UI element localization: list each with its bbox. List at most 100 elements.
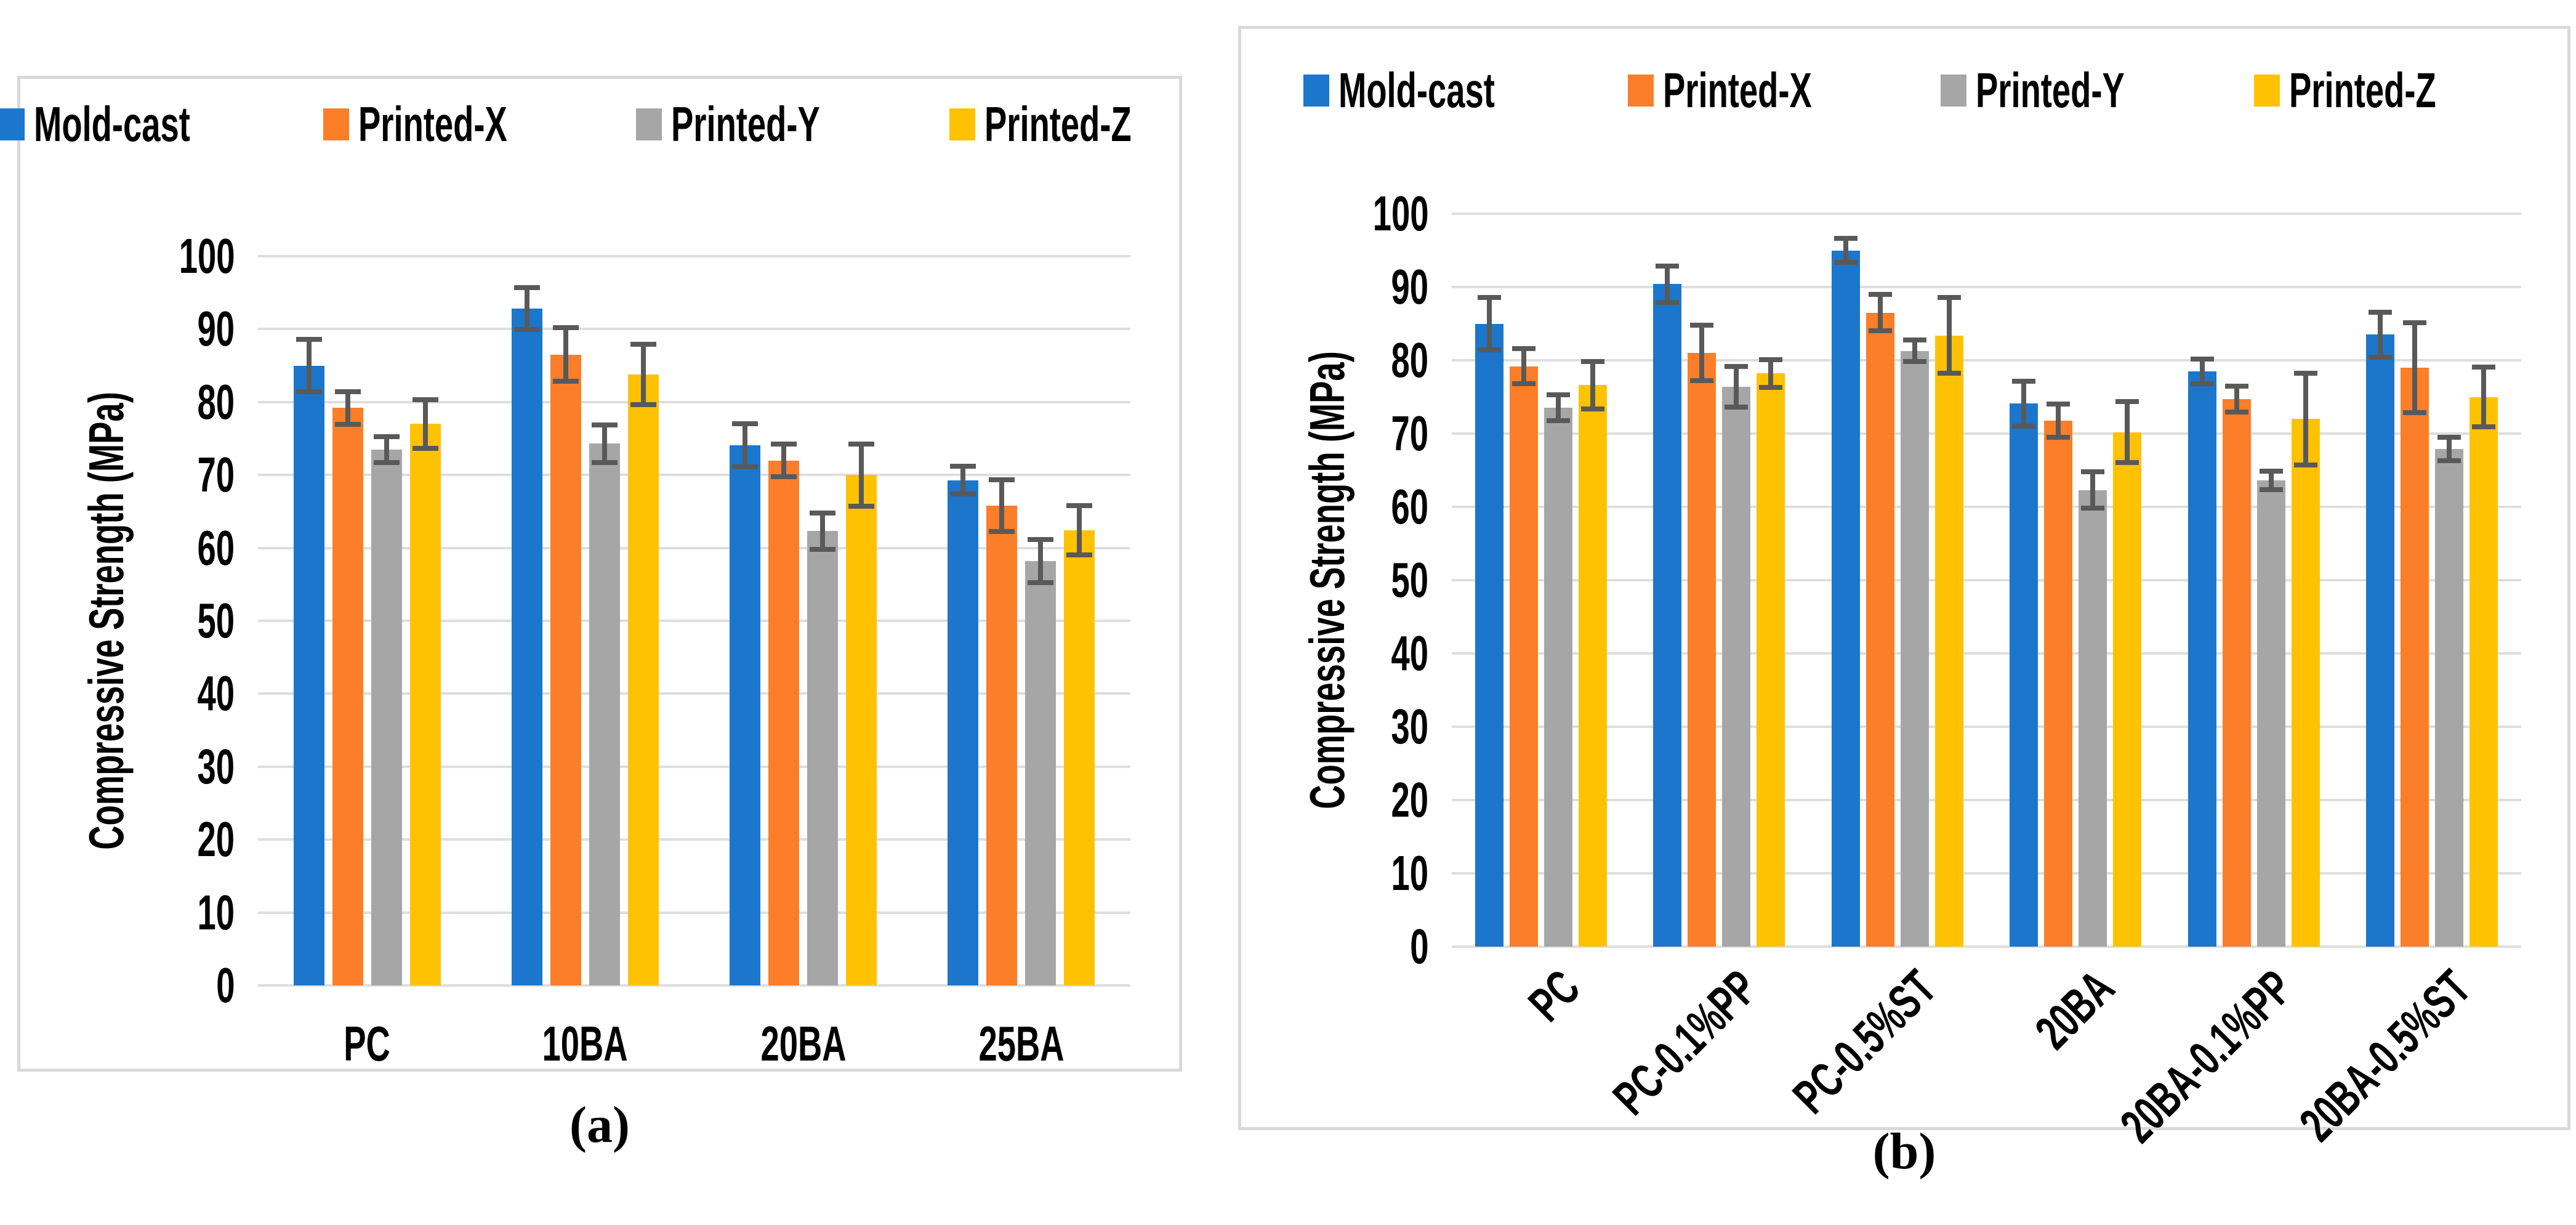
legend-item-printed-y: Printed-Y [1941,66,2195,115]
error-bar-line [1768,357,1774,390]
gridline [258,400,1130,403]
bar-printed-z [846,475,877,985]
y-tick-text: 40 [197,666,235,721]
bar-mold-cast [948,480,979,985]
gridline [258,911,1130,914]
gridline [258,765,1130,768]
error-bar [1477,295,1501,352]
y-tick-label: 80 [1374,336,1428,385]
gridline [258,328,1130,331]
bar-mold-cast [511,309,542,985]
gridline [258,255,1130,257]
bar-group-25ba [912,256,1130,985]
bar-printed-y [807,531,839,985]
error-bar [552,325,579,384]
error-bar-line [640,341,646,408]
x-tick-text: 20BA-0.5%ST [2289,960,2481,1152]
bar-printed-x [2401,367,2429,947]
bar-printed-y [2435,449,2464,947]
caption-b-text: (b) [1872,1123,1936,1180]
bar-slot [2256,214,2285,947]
bar-group-20ba-0.1%pp [2165,214,2343,947]
figure-canvas: Mold-cast Printed-X Printed-Y Printed-Z Com… [0,26,2570,1178]
bar-slot [1757,214,1785,947]
error-bar-line [2303,370,2308,467]
legend-label: Mold-cast [1338,66,1568,115]
bar-slot [807,256,839,985]
error-bar [771,441,797,480]
caption-a-text: (a) [570,1096,630,1154]
bar-slot [2188,214,2216,947]
error-bar [1066,503,1093,557]
error-bar [1759,357,1783,390]
gridline [1452,726,2521,728]
y-tick-text: 80 [197,374,235,429]
y-tick-text: 90 [1391,259,1428,314]
y-tick-label: 100 [153,232,235,281]
bar-printed-x [2044,420,2073,947]
y-tick-label: 90 [1374,262,1428,312]
error-bar [513,285,540,333]
error-bar [630,341,656,408]
bar-slot [2113,214,2142,947]
error-bar-line [1555,392,1561,424]
bar-slot [948,256,979,985]
bar-printed-y [2256,480,2285,947]
legend: Mold-cast Printed-X Printed-Y Printed-Z [0,100,1179,149]
y-tick-text: 30 [197,738,235,794]
legend-label-text: Printed-Z [984,97,1132,152]
bar-slot [1722,214,1751,947]
gridline [258,838,1130,841]
error-bar [2259,469,2283,493]
gridline [1452,506,2521,508]
bar-group-pc-0.1%pp [1630,214,1808,947]
bar-slot [1934,214,1963,947]
error-bar-line [2090,469,2096,511]
bar-slot [1866,214,1894,947]
gridline [258,692,1130,695]
panel-chart-a: Mold-cast Printed-X Printed-Y Printed-Z Com… [0,76,1182,1072]
y-tick-text: 20 [197,812,235,867]
x-tick-label-pc: PC [1505,960,1590,1045]
x-tick-text: PC-0.5%ST [1782,960,1947,1124]
bar-slot [1475,214,1503,947]
bar-slot [1688,214,1717,947]
error-bar [2437,435,2461,463]
x-tick-text: PC [344,1016,390,1071]
bar-group-pc [258,256,476,985]
legend-swatch-icon [949,108,975,140]
error-bar-line [1038,536,1044,585]
bar-printed-y [1722,386,1751,947]
bar-slot [332,256,363,985]
error-bar-line [524,285,529,333]
error-bar-line [1946,295,1952,376]
error-bar [2012,378,2036,429]
x-tick-label-pc: PC [333,1019,401,1069]
error-bar [1868,292,1892,333]
error-bar-line [1699,323,1705,383]
gridline [1452,799,2521,801]
bar-slot [768,256,800,985]
error-bar-line [1590,358,1595,412]
error-bar [334,389,361,427]
legend-label: Printed-X [1663,66,1882,115]
bar-printed-z [627,374,659,985]
y-tick-label: 60 [1374,482,1428,532]
x-tick-label-20ba: 20BA [1999,960,2124,1086]
error-bar [1028,536,1054,586]
legend-label: Printed-Z [984,100,1201,149]
legend-label-text: Mold-cast [34,97,191,152]
bar-slot [1900,214,1929,947]
error-bar [1937,295,1961,376]
legend-label-text: Mold-cast [1338,63,1495,118]
y-tick-text: 30 [1391,699,1428,754]
legend-label: Printed-X [358,100,578,149]
x-tick-text: 20BA [760,1016,847,1071]
x-tick-label-20ba: 20BA [740,1019,866,1069]
bar-slot [627,256,659,985]
legend-swatch-icon [1941,75,1967,107]
y-tick-text: 60 [1391,479,1428,534]
caption-b: (b) [1238,1126,2570,1178]
y-tick-text: 70 [197,447,235,503]
bar-slot [1064,256,1095,985]
